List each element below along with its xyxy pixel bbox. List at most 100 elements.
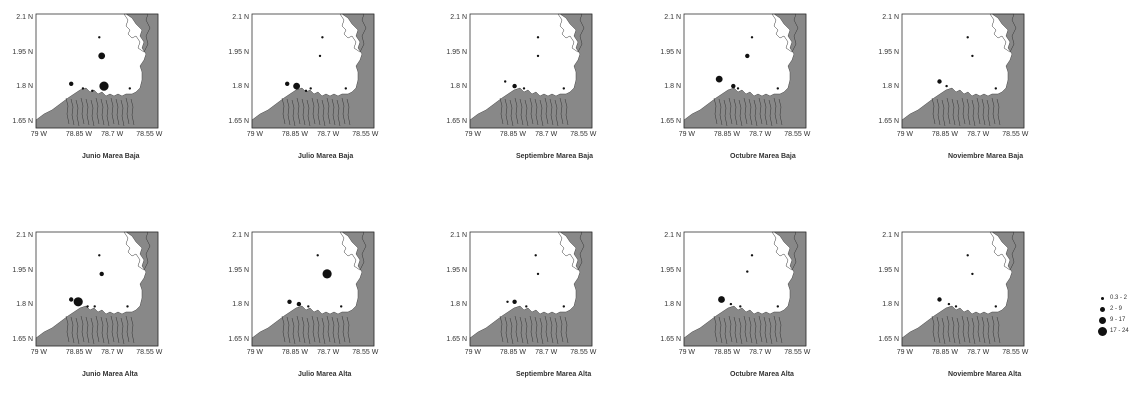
abundance-point	[287, 300, 291, 304]
longitude-tick-label: 78.85 W	[714, 349, 740, 356]
longitude-tick-label: 78.85 W	[66, 131, 92, 138]
panel-caption: Junio Marea Baja	[82, 153, 140, 160]
map-panel: 2.1 N 1.95 N 1.8 N 1.65 N 79 W 78.85 W 78.7 W 7…	[0, 6, 200, 181]
abundance-point	[563, 305, 565, 307]
latitude-tick-label: 1.65 N	[3, 336, 33, 343]
abundance-point	[504, 80, 506, 82]
longitude-tick-label: 78.55 W	[136, 349, 162, 356]
longitude-tick-label: 78.85 W	[66, 349, 92, 356]
latitude-tick-label: 1.95 N	[651, 49, 681, 56]
panel-caption: Julio Marea Baja	[298, 153, 353, 160]
abundance-point	[967, 254, 969, 256]
panel-caption: Noviembre Marea Alta	[948, 371, 1021, 378]
abundance-point	[525, 305, 527, 307]
latitude-tick-label: 1.65 N	[219, 118, 249, 125]
legend-label: 17 - 24	[1110, 328, 1129, 334]
longitude-tick-label: 78.55 W	[1002, 131, 1028, 138]
abundance-point	[716, 76, 723, 83]
abundance-point	[751, 254, 753, 256]
latitude-tick-label: 2.1 N	[651, 232, 681, 239]
longitude-tick-label: 78.7 W	[749, 349, 771, 356]
latitude-tick-label: 1.65 N	[651, 336, 681, 343]
latitude-tick-label: 1.95 N	[651, 267, 681, 274]
abundance-point	[751, 36, 753, 38]
abundance-point	[98, 254, 100, 256]
latitude-tick-label: 1.95 N	[219, 49, 249, 56]
legend-label: 2 - 9	[1110, 306, 1122, 312]
panel-caption: Julio Marea Alta	[298, 371, 351, 378]
abundance-point	[523, 87, 525, 89]
longitude-tick-label: 78.55 W	[570, 131, 596, 138]
longitude-tick-label: 79 W	[247, 131, 263, 138]
latitude-tick-label: 1.8 N	[219, 301, 249, 308]
longitude-tick-label: 78.55 W	[784, 349, 810, 356]
abundance-point	[310, 87, 312, 89]
map-panel: 2.1 N 1.95 N 1.8 N 1.65 N 79 W 78.85 W 78.7 W 7…	[866, 224, 1066, 399]
abundance-point	[100, 272, 104, 276]
legend-symbol-icon	[1098, 327, 1107, 336]
latitude-tick-label: 1.65 N	[869, 118, 899, 125]
latitude-tick-label: 1.95 N	[3, 49, 33, 56]
latitude-tick-label: 1.65 N	[651, 118, 681, 125]
panel-caption: Junio Marea Alta	[82, 371, 138, 378]
abundance-point	[537, 36, 539, 38]
latitude-tick-label: 1.65 N	[437, 118, 467, 125]
abundance-point	[746, 270, 748, 272]
latitude-tick-label: 1.8 N	[437, 301, 467, 308]
latitude-tick-label: 1.8 N	[437, 83, 467, 90]
abundance-point	[345, 87, 347, 89]
longitude-tick-label: 79 W	[247, 349, 263, 356]
abundance-point	[99, 82, 108, 91]
longitude-tick-label: 78.7 W	[101, 131, 123, 138]
abundance-point	[537, 273, 539, 275]
longitude-tick-label: 79 W	[31, 349, 47, 356]
map-panel: 2.1 N 1.95 N 1.8 N 1.65 N 79 W 78.85 W 78.7 W 7…	[0, 224, 200, 399]
abundance-point	[995, 87, 997, 89]
abundance-point	[777, 87, 779, 89]
map-panel: 2.1 N 1.95 N 1.8 N 1.65 N 79 W 78.85 W 78.7 W 7…	[216, 224, 416, 399]
longitude-tick-label: 78.85 W	[500, 131, 526, 138]
latitude-tick-label: 2.1 N	[651, 14, 681, 21]
latitude-tick-label: 2.1 N	[869, 14, 899, 21]
abundance-point	[512, 300, 516, 304]
map-panel: 2.1 N 1.95 N 1.8 N 1.65 N 79 W 78.85 W 78.7 W 7…	[434, 6, 634, 181]
abundance-point	[69, 297, 73, 301]
latitude-tick-label: 1.95 N	[219, 267, 249, 274]
latitude-tick-label: 1.8 N	[3, 301, 33, 308]
longitude-tick-label: 79 W	[465, 349, 481, 356]
abundance-point	[129, 87, 131, 89]
abundance-point	[94, 305, 96, 307]
abundance-point	[126, 305, 128, 307]
abundance-point	[730, 303, 732, 305]
latitude-tick-label: 2.1 N	[437, 14, 467, 21]
map-panel: 2.1 N 1.95 N 1.8 N 1.65 N 79 W 78.85 W 78.7 W 7…	[648, 6, 848, 181]
abundance-point	[731, 84, 735, 88]
longitude-tick-label: 78.55 W	[352, 131, 378, 138]
longitude-tick-label: 79 W	[897, 349, 913, 356]
latitude-tick-label: 1.65 N	[869, 336, 899, 343]
abundance-point	[285, 82, 289, 86]
latitude-tick-label: 1.65 N	[219, 336, 249, 343]
longitude-tick-label: 78.7 W	[317, 131, 339, 138]
abundance-point	[512, 84, 516, 88]
longitude-tick-label: 79 W	[31, 131, 47, 138]
abundance-point	[69, 82, 73, 86]
map-panel: 2.1 N 1.95 N 1.8 N 1.65 N 79 W 78.85 W 78.7 W 7…	[434, 224, 634, 399]
latitude-tick-label: 1.95 N	[869, 267, 899, 274]
latitude-tick-label: 2.1 N	[3, 14, 33, 21]
latitude-tick-label: 2.1 N	[3, 232, 33, 239]
abundance-point	[535, 254, 537, 256]
abundance-point	[323, 269, 332, 278]
longitude-tick-label: 78.85 W	[932, 349, 958, 356]
longitude-tick-label: 78.55 W	[570, 349, 596, 356]
longitude-tick-label: 78.7 W	[101, 349, 123, 356]
longitude-tick-label: 78.85 W	[282, 349, 308, 356]
abundance-point	[307, 305, 309, 307]
legend-label: 0.3 - 2	[1110, 295, 1127, 301]
longitude-tick-label: 79 W	[465, 131, 481, 138]
panel-caption: Octubre Marea Alta	[730, 371, 794, 378]
latitude-tick-label: 2.1 N	[219, 14, 249, 21]
latitude-tick-label: 2.1 N	[219, 232, 249, 239]
abundance-point	[971, 273, 973, 275]
map-panel: 2.1 N 1.95 N 1.8 N 1.65 N 79 W 78.85 W 78.7 W 7…	[866, 6, 1066, 181]
